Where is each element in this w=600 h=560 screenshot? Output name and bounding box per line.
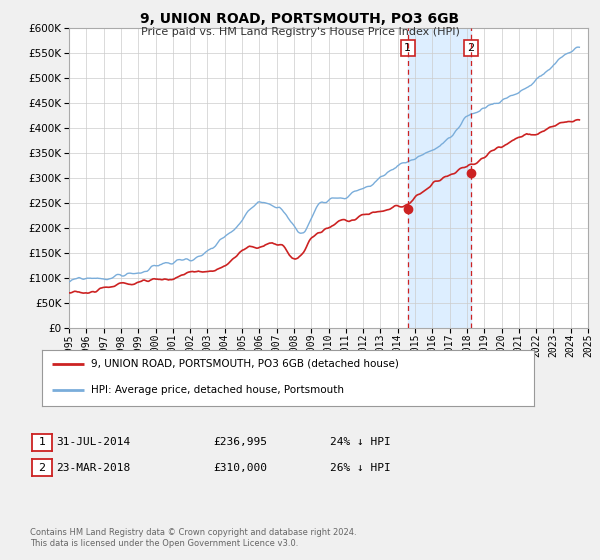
Line: HPI: Average price, detached house, Portsmouth: HPI: Average price, detached house, Port… (69, 47, 580, 282)
Text: 2: 2 (467, 43, 475, 53)
HPI: Average price, detached house, Portsmouth: (2.02e+03, 5.62e+05): Average price, detached house, Portsmout… (574, 44, 581, 50)
HPI: Average price, detached house, Portsmouth: (2e+03, 1.08e+05): Average price, detached house, Portsmout… (128, 270, 135, 277)
Text: HPI: Average price, detached house, Portsmouth: HPI: Average price, detached house, Port… (91, 385, 344, 395)
HPI: Average price, detached house, Portsmouth: (2e+03, 1.78e+05): Average price, detached house, Portsmout… (218, 236, 225, 242)
9, UNION ROAD, PORTSMOUTH, PO3 6GB (detached house) (84, 290, 91, 296)
9, UNION ROAD, PORTSMOUTH, PO3 6GB (detached house) (574, 116, 581, 123)
Text: 9, UNION ROAD, PORTSMOUTH, PO3 6GB: 9, UNION ROAD, PORTSMOUTH, PO3 6GB (140, 12, 460, 26)
Text: 26% ↓ HPI: 26% ↓ HPI (329, 463, 391, 473)
Text: £236,995: £236,995 (213, 437, 267, 447)
HPI: Average price, detached house, Portsmouth: (2.01e+03, 2.3e+05): Average price, detached house, Portsmout… (243, 209, 250, 216)
Text: 9, UNION ROAD, PORTSMOUTH, PO3 6GB (detached house): 9, UNION ROAD, PORTSMOUTH, PO3 6GB (deta… (91, 359, 399, 369)
HPI: Average price, detached house, Portsmouth: (2e+03, 9.14e+04): Average price, detached house, Portsmout… (65, 279, 73, 286)
Text: 2: 2 (38, 463, 46, 473)
Text: This data is licensed under the Open Government Licence v3.0.: This data is licensed under the Open Gov… (30, 539, 298, 548)
Text: £310,000: £310,000 (213, 463, 267, 473)
9, UNION ROAD, PORTSMOUTH, PO3 6GB (detached house) (219, 264, 226, 270)
Text: 1: 1 (404, 43, 411, 53)
9, UNION ROAD, PORTSMOUTH, PO3 6GB (detached house) (65, 290, 73, 296)
9, UNION ROAD, PORTSMOUTH, PO3 6GB (detached house) (245, 244, 252, 250)
Text: 31-JUL-2014: 31-JUL-2014 (56, 437, 130, 447)
Text: 23-MAR-2018: 23-MAR-2018 (56, 463, 130, 473)
HPI: Average price, detached house, Portsmouth: (2e+03, 2.05e+05): Average price, detached house, Portsmout… (235, 222, 242, 228)
HPI: Average price, detached house, Portsmouth: (2.02e+03, 5.2e+05): Average price, detached house, Portsmout… (547, 64, 554, 71)
9, UNION ROAD, PORTSMOUTH, PO3 6GB (detached house) (130, 281, 137, 288)
HPI: Average price, detached house, Portsmouth: (2.02e+03, 5.61e+05): Average price, detached house, Portsmout… (576, 44, 583, 50)
Line: 9, UNION ROAD, PORTSMOUTH, PO3 6GB (detached house): 9, UNION ROAD, PORTSMOUTH, PO3 6GB (deta… (69, 120, 580, 293)
HPI: Average price, detached house, Portsmouth: (2.01e+03, 2.09e+05): Average price, detached house, Portsmout… (289, 220, 296, 227)
Bar (408, 28, 471, 328)
Text: 1: 1 (38, 437, 46, 447)
Text: Contains HM Land Registry data © Crown copyright and database right 2024.: Contains HM Land Registry data © Crown c… (30, 528, 356, 537)
9, UNION ROAD, PORTSMOUTH, PO3 6GB (detached house) (549, 123, 556, 130)
9, UNION ROAD, PORTSMOUTH, PO3 6GB (detached house) (236, 249, 243, 256)
9, UNION ROAD, PORTSMOUTH, PO3 6GB (detached house) (576, 116, 583, 123)
Text: Price paid vs. HM Land Registry's House Price Index (HPI): Price paid vs. HM Land Registry's House … (140, 27, 460, 37)
9, UNION ROAD, PORTSMOUTH, PO3 6GB (detached house) (290, 255, 297, 262)
Text: 24% ↓ HPI: 24% ↓ HPI (329, 437, 391, 447)
